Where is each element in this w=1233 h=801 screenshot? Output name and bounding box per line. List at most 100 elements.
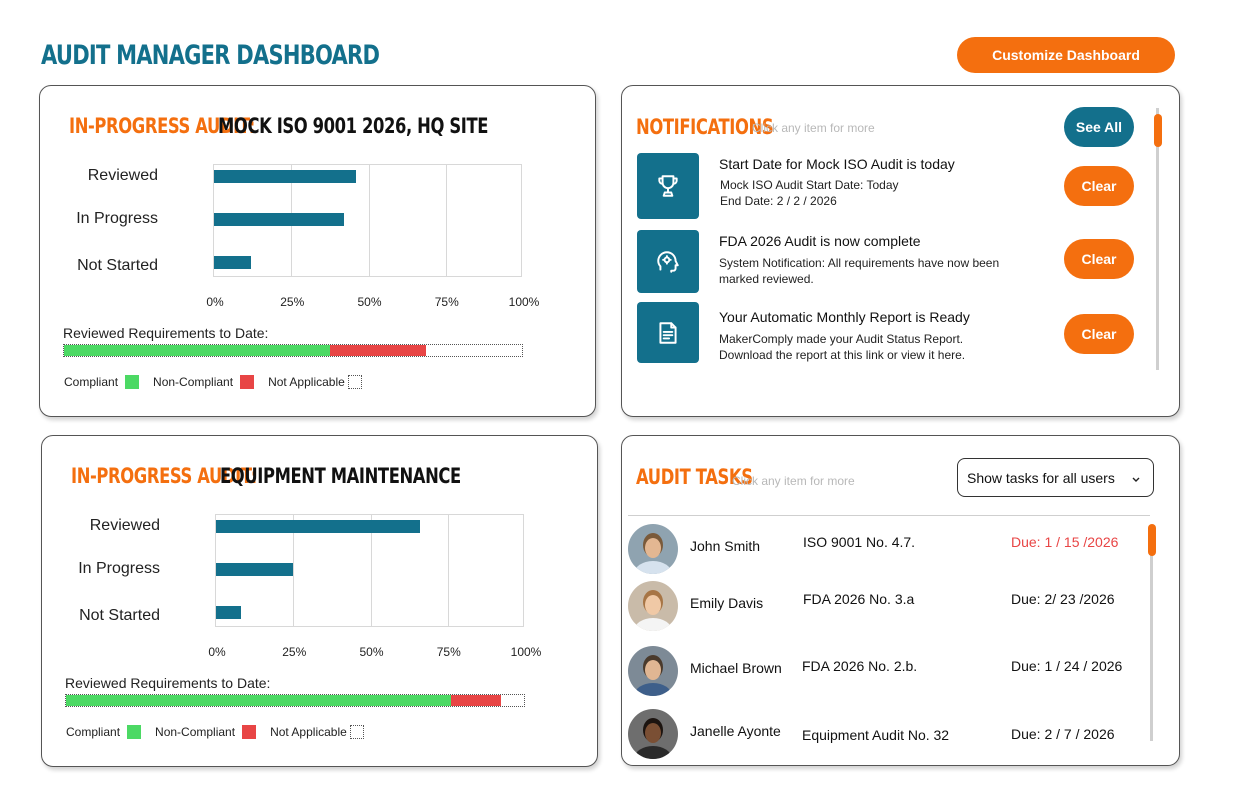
avatar	[628, 709, 678, 759]
legend-not-applicable-swatch	[347, 375, 362, 389]
document-icon	[637, 302, 699, 363]
trophy-icon	[637, 153, 699, 219]
progress-compliant-segment	[64, 345, 330, 356]
task-due-date: Due: 2/ 23 /2026	[1011, 591, 1115, 607]
audit-card-1[interactable]	[39, 85, 596, 417]
task-requirement: ISO 9001 No. 4.7.	[803, 534, 916, 550]
legend-non-compliant-swatch	[242, 725, 257, 739]
chart-tick-label: 100%	[508, 295, 540, 309]
avatar	[628, 581, 678, 631]
task-requirement: FDA 2026 No. 2.b.	[802, 658, 918, 674]
audit-tasks-title: AUDIT TASKS	[636, 465, 753, 489]
chart-plot-area	[215, 514, 524, 627]
notifications-scrollbar-thumb[interactable]	[1154, 114, 1162, 147]
legend-compliant-swatch	[125, 375, 140, 389]
reviewed-progress-bar	[63, 344, 523, 357]
chart-bar	[214, 256, 252, 269]
chart-tick-label: 25%	[280, 295, 305, 309]
audit-card-2[interactable]	[41, 435, 598, 767]
notifications-hint: Click any item for more	[752, 121, 875, 135]
chart-gridline	[448, 515, 449, 626]
legend-compliant-label: Compliant	[66, 725, 121, 739]
user-filter-select[interactable]: Show tasks for all users	[957, 458, 1154, 497]
chart-category-label: Not Started	[77, 257, 158, 274]
notification-title: Start Date for Mock ISO Audit is today	[719, 156, 955, 172]
legend-not-applicable-swatch	[349, 725, 364, 739]
legend-not-applicable-label: Not Applicable	[268, 375, 345, 389]
see-all-button[interactable]: See All	[1064, 107, 1134, 147]
task-assignee-name: John Smith	[690, 538, 761, 554]
head-gear-icon	[637, 230, 699, 293]
progress-label: Reviewed Requirements to Date:	[65, 675, 271, 691]
chart-tick-label: 50%	[357, 295, 382, 309]
chart-category-label: Reviewed	[87, 167, 158, 184]
chart-bar	[214, 213, 344, 226]
notification-body: Mock ISO Audit Start Date: Today End Dat…	[720, 178, 899, 208]
chart-gridline	[371, 515, 372, 626]
reviewed-progress-bar	[65, 694, 525, 707]
tasks-divider	[628, 515, 1150, 516]
user-filter-value: Show tasks for all users	[967, 469, 1115, 486]
chart-gridline	[293, 515, 294, 626]
customize-dashboard-button[interactable]: Customize Dashboard	[957, 37, 1175, 73]
audit-card-2-prefix: IN-PROGRESS AUDIT:	[71, 464, 257, 488]
notification-title: FDA 2026 Audit is now complete	[719, 233, 921, 249]
clear-notification-button[interactable]: Clear	[1064, 166, 1134, 206]
chart-plot-area	[213, 164, 522, 277]
chart-bar	[214, 170, 357, 183]
progress-non-compliant-segment	[450, 695, 502, 706]
chart-bar	[216, 520, 420, 533]
task-assignee-name: Michael Brown	[690, 660, 782, 676]
chart-tick-label: 0%	[206, 295, 224, 309]
page-title: AUDIT MANAGER DASHBOARD	[41, 40, 380, 71]
clear-notification-button[interactable]: Clear	[1064, 314, 1134, 354]
tasks-scrollbar[interactable]	[1150, 526, 1153, 741]
progress-label: Reviewed Requirements to Date:	[63, 325, 269, 341]
notification-body: System Notification: All requirements ha…	[719, 256, 1000, 286]
task-requirement: FDA 2026 No. 3.a	[803, 591, 915, 607]
notification-title: Your Automatic Monthly Report is Ready	[719, 309, 970, 325]
chart-tick-label: 25%	[282, 645, 307, 659]
task-assignee-name: Janelle Ayonte	[690, 723, 781, 739]
chart-tick-label: 0%	[208, 645, 226, 659]
chart-category-label: Not Started	[79, 607, 160, 624]
audit-card-1-prefix: IN-PROGRESS AUDIT:	[69, 114, 255, 138]
task-due-date: Due: 2 / 7 / 2026	[1011, 726, 1115, 742]
notification-body: MakerComply made your Audit Status Repor…	[719, 332, 966, 362]
chart-bar	[216, 563, 294, 576]
task-due-date: Due: 1 / 15 /2026	[1011, 534, 1119, 550]
audit-card-1-name: MOCK ISO 9001 2026, HQ SITE	[218, 114, 489, 138]
progress-non-compliant-segment	[329, 345, 426, 356]
task-assignee-name: Emily Davis	[690, 595, 764, 611]
chart-gridline	[369, 165, 370, 276]
legend-compliant-swatch	[127, 725, 142, 739]
chart-tick-label: 75%	[434, 295, 459, 309]
clear-notification-button[interactable]: Clear	[1064, 239, 1134, 279]
progress-compliant-segment	[66, 695, 451, 706]
chart-category-label: In Progress	[78, 560, 160, 577]
chart-legend: Compliant Non-Compliant Not Applicable	[64, 375, 376, 389]
task-requirement: Equipment Audit No. 32	[802, 727, 950, 743]
legend-not-applicable-label: Not Applicable	[270, 725, 347, 739]
task-due-date: Due: 1 / 24 / 2026	[1011, 658, 1123, 674]
legend-non-compliant-label: Non-Compliant	[155, 725, 236, 739]
chevron-down-icon	[1131, 471, 1141, 487]
chart-legend: Compliant Non-Compliant Not Applicable	[66, 725, 378, 739]
avatar	[628, 646, 678, 696]
legend-non-compliant-swatch	[240, 375, 255, 389]
notifications-title: NOTIFICATIONS	[636, 115, 774, 139]
legend-non-compliant-label: Non-Compliant	[153, 375, 234, 389]
notifications-scrollbar[interactable]	[1156, 108, 1159, 370]
chart-gridline	[446, 165, 447, 276]
chart-category-label: In Progress	[76, 210, 158, 227]
avatar	[628, 524, 678, 574]
legend-compliant-label: Compliant	[64, 375, 119, 389]
chart-tick-label: 100%	[510, 645, 542, 659]
chart-bar	[216, 606, 241, 619]
chart-category-label: Reviewed	[89, 517, 160, 534]
chart-tick-label: 50%	[359, 645, 384, 659]
tasks-scrollbar-thumb[interactable]	[1148, 524, 1156, 556]
audit-tasks-hint: Click any item for more	[732, 474, 855, 488]
audit-card-2-name: EQUIPMENT MAINTENANCE	[220, 464, 461, 488]
chart-tick-label: 75%	[436, 645, 461, 659]
